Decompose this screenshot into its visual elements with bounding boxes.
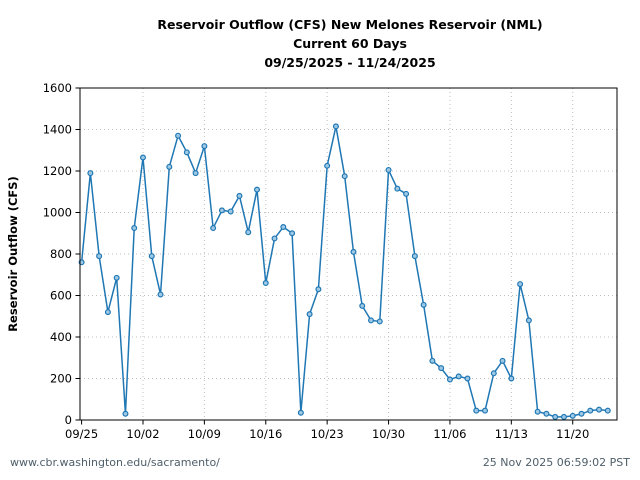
data-point-marker xyxy=(525,317,532,324)
data-point-marker xyxy=(175,132,182,139)
y-tick-label: 600 xyxy=(50,289,72,303)
data-point-marker xyxy=(218,207,225,214)
y-tick-label: 400 xyxy=(50,330,72,344)
data-point-marker xyxy=(429,357,436,364)
data-point-marker xyxy=(490,370,497,377)
data-point-marker xyxy=(350,248,357,255)
y-axis-label: Reservoir Outflow (CFS) xyxy=(6,176,20,332)
data-point-marker xyxy=(227,208,234,215)
data-point-marker xyxy=(166,163,173,170)
data-point-marker xyxy=(122,410,129,417)
data-point-marker xyxy=(131,225,138,232)
data-point-marker xyxy=(578,410,585,417)
data-point-marker xyxy=(236,192,243,199)
data-point-marker xyxy=(473,407,480,414)
data-point-marker xyxy=(157,291,164,298)
data-point-marker xyxy=(394,185,401,192)
data-point-marker xyxy=(376,318,383,325)
data-point-marker xyxy=(262,280,269,287)
x-tick-label: 09/25 xyxy=(65,427,98,441)
chart-title-line2: Current 60 Days xyxy=(293,36,407,51)
y-tick-label: 200 xyxy=(50,372,72,386)
data-point-marker xyxy=(280,224,287,231)
x-tick-label: 10/09 xyxy=(188,427,221,441)
data-point-marker xyxy=(148,253,155,260)
x-tick-label: 11/13 xyxy=(495,427,528,441)
chart-title-line3: 09/25/2025 - 11/24/2025 xyxy=(264,55,436,70)
footer-url: www.cbr.washington.edu/sacramento/ xyxy=(10,456,220,469)
chart-title-line1: Reservoir Outflow (CFS) New Melones Rese… xyxy=(157,17,543,32)
data-point-marker xyxy=(297,409,304,416)
data-point-marker xyxy=(482,407,489,414)
data-point-marker xyxy=(192,170,199,177)
data-point-marker xyxy=(113,274,120,281)
data-point-marker xyxy=(560,413,567,420)
data-point-marker xyxy=(411,253,418,260)
x-tick-label: 10/30 xyxy=(372,427,405,441)
y-tick-label: 1000 xyxy=(43,206,72,220)
data-point-marker xyxy=(359,302,366,309)
x-tick-label: 10/23 xyxy=(311,427,344,441)
x-tick-label: 11/20 xyxy=(556,427,589,441)
data-point-marker xyxy=(245,229,252,236)
data-point-marker xyxy=(464,375,471,382)
data-point-marker xyxy=(368,317,375,324)
data-point-marker xyxy=(569,412,576,419)
data-point-marker xyxy=(543,410,550,417)
data-point-marker xyxy=(517,281,524,288)
data-point-marker xyxy=(139,154,146,161)
data-point-marker xyxy=(96,253,103,260)
footer-timestamp: 25 Nov 2025 06:59:02 PST xyxy=(482,456,630,469)
data-point-marker xyxy=(420,301,427,308)
data-point-marker xyxy=(446,376,453,383)
data-point-marker xyxy=(385,166,392,173)
data-point-marker xyxy=(104,309,111,316)
x-tick-label: 11/06 xyxy=(433,427,466,441)
chart-title-block: Reservoir Outflow (CFS) New Melones Rese… xyxy=(80,15,620,72)
y-tick-label: 1200 xyxy=(43,164,72,178)
data-point-marker xyxy=(508,375,515,382)
data-point-marker xyxy=(315,286,322,293)
data-point-marker xyxy=(499,357,506,364)
data-point-marker xyxy=(552,413,559,420)
data-point-marker xyxy=(332,123,339,130)
data-point-marker xyxy=(183,149,190,156)
data-point-marker xyxy=(438,365,445,372)
data-point-marker xyxy=(87,170,94,177)
y-tick-label: 1600 xyxy=(43,81,72,95)
x-tick-label: 10/02 xyxy=(126,427,159,441)
x-tick-label: 10/16 xyxy=(249,427,282,441)
y-tick-label: 1400 xyxy=(43,123,72,137)
data-point-marker xyxy=(341,173,348,180)
data-point-marker xyxy=(289,230,296,237)
y-tick-label: 800 xyxy=(50,247,72,261)
data-point-marker xyxy=(254,186,261,193)
data-point-marker xyxy=(201,143,208,150)
data-point-marker xyxy=(306,311,313,318)
data-point-marker xyxy=(455,373,462,380)
data-point-marker xyxy=(604,407,611,414)
y-tick-label: 0 xyxy=(65,413,72,427)
data-point-marker xyxy=(403,190,410,197)
data-point-marker xyxy=(210,225,217,232)
data-point-marker xyxy=(587,407,594,414)
data-point-marker xyxy=(534,408,541,415)
outflow-line xyxy=(80,125,608,418)
data-point-marker xyxy=(324,162,331,169)
data-point-marker xyxy=(596,406,603,413)
data-point-marker xyxy=(271,235,278,242)
